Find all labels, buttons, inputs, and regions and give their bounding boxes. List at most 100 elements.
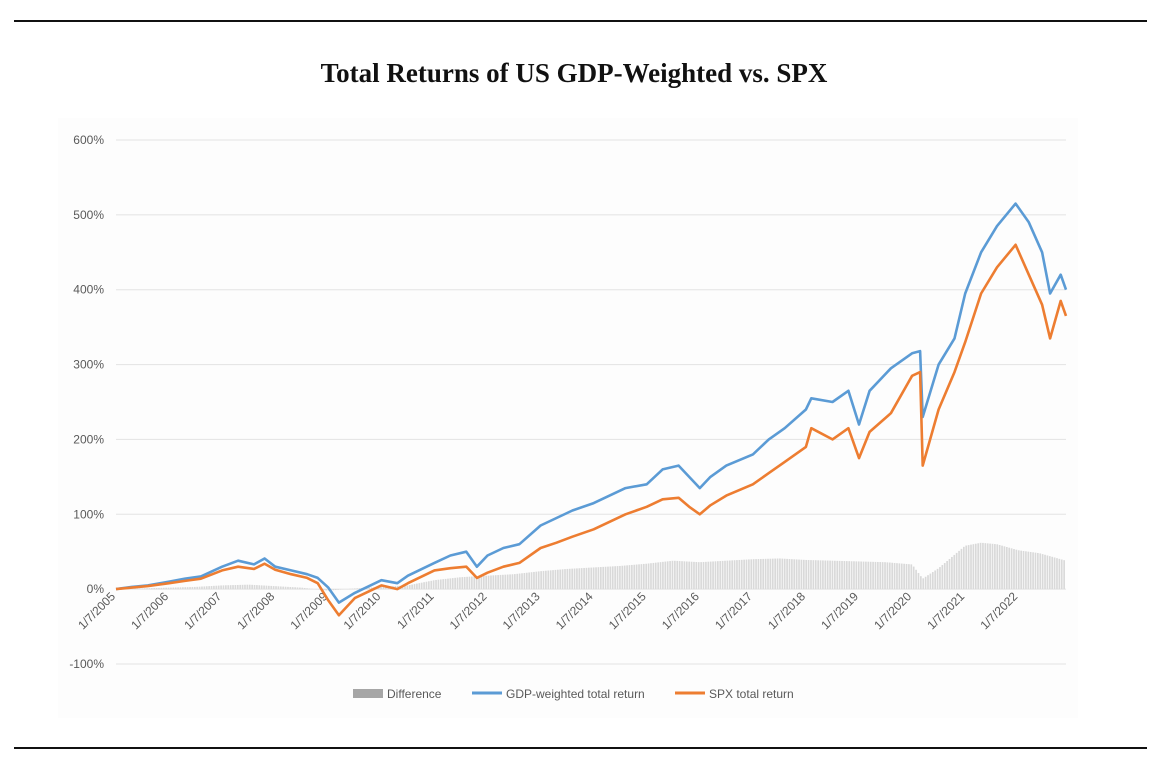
- difference-bar: [967, 545, 970, 590]
- x-tick-label: 1/7/2018: [765, 589, 808, 632]
- difference-bar: [946, 560, 948, 590]
- difference-bar: [745, 559, 748, 590]
- difference-bar: [263, 585, 265, 590]
- difference-bar: [568, 568, 571, 590]
- difference-bar: [674, 560, 676, 590]
- difference-bar: [408, 585, 411, 590]
- difference-bar: [805, 559, 808, 590]
- difference-bar: [994, 544, 996, 590]
- difference-bar: [547, 570, 550, 590]
- difference-bar: [886, 562, 889, 590]
- difference-bar: [626, 565, 628, 590]
- gdp-series-line: [115, 202, 1068, 604]
- difference-bar: [788, 559, 791, 590]
- difference-bar: [564, 569, 566, 590]
- difference-bar: [198, 586, 201, 590]
- difference-bar: [879, 562, 882, 590]
- difference-bar: [468, 576, 471, 590]
- difference-bar: [530, 572, 533, 590]
- difference-bar: [428, 581, 430, 590]
- y-tick-label: 200%: [73, 432, 104, 446]
- difference-bar: [461, 577, 464, 590]
- difference-bar: [996, 544, 999, 590]
- x-tick-label: 1/7/2017: [712, 589, 755, 632]
- difference-bar: [755, 559, 757, 590]
- difference-bar: [299, 587, 301, 590]
- difference-bar: [1015, 549, 1018, 590]
- difference-bar: [989, 543, 991, 590]
- difference-bar: [855, 561, 858, 590]
- difference-bar: [800, 559, 803, 590]
- difference-bar: [595, 567, 597, 590]
- difference-bar: [705, 561, 707, 590]
- difference-bar: [628, 565, 631, 590]
- difference-bar: [1029, 551, 1032, 590]
- difference-bar: [693, 561, 695, 590]
- difference-bar: [891, 562, 894, 590]
- difference-bar: [623, 565, 626, 590]
- difference-bar: [552, 570, 554, 590]
- difference-bar: [1041, 554, 1044, 590]
- x-tick-label: 1/7/2019: [818, 589, 861, 632]
- x-tick-label: 1/7/2015: [606, 589, 649, 632]
- difference-bar: [537, 571, 540, 590]
- difference-bar: [728, 560, 731, 590]
- difference-bar: [974, 543, 977, 590]
- difference-bar: [146, 588, 148, 590]
- difference-bar: [1037, 552, 1039, 590]
- difference-bar: [150, 588, 153, 590]
- difference-bar: [177, 587, 179, 590]
- difference-bar: [423, 582, 425, 590]
- difference-bar: [743, 559, 745, 590]
- difference-bar: [275, 586, 277, 590]
- difference-bar: [201, 586, 203, 590]
- difference-bar: [545, 570, 547, 590]
- difference-bar: [920, 576, 922, 590]
- difference-bar: [504, 574, 507, 590]
- difference-bar: [459, 577, 461, 590]
- difference-bar: [516, 573, 519, 590]
- difference-bar: [499, 574, 502, 590]
- difference-bar: [759, 558, 762, 590]
- difference-bar: [1063, 560, 1065, 590]
- difference-bar: [707, 561, 710, 590]
- difference-bar: [642, 563, 645, 590]
- difference-bar: [709, 561, 712, 590]
- difference-bar: [179, 587, 182, 590]
- difference-bar: [931, 572, 934, 590]
- difference-bar: [910, 564, 913, 590]
- difference-bar: [471, 576, 473, 590]
- difference-bar: [712, 561, 714, 590]
- difference-bar: [831, 560, 834, 590]
- difference-bar: [134, 588, 136, 590]
- difference-bar: [358, 588, 361, 590]
- difference-bar: [671, 560, 674, 590]
- x-tick-label: 1/7/2008: [234, 589, 277, 632]
- difference-bar: [244, 584, 246, 590]
- x-tick-label: 1/7/2022: [977, 589, 1020, 632]
- difference-bar: [1008, 547, 1011, 590]
- difference-bar: [982, 542, 984, 590]
- difference-bar: [509, 574, 511, 590]
- difference-bar: [186, 587, 189, 590]
- difference-bar: [279, 586, 282, 590]
- difference-bar: [1020, 550, 1022, 590]
- difference-bar: [217, 585, 220, 590]
- difference-bar: [611, 566, 614, 590]
- difference-bar: [631, 564, 633, 590]
- difference-bar: [382, 586, 385, 590]
- difference-bar: [771, 558, 774, 590]
- difference-bar: [353, 588, 356, 590]
- difference-bar: [203, 586, 206, 590]
- difference-bar: [416, 583, 418, 590]
- difference-bar: [322, 589, 325, 591]
- difference-bar: [621, 565, 624, 590]
- difference-bar: [814, 560, 817, 590]
- x-tick-label: 1/7/2021: [924, 589, 967, 632]
- difference-bar: [836, 560, 839, 590]
- difference-bar: [998, 544, 1001, 590]
- difference-bar: [853, 561, 855, 590]
- difference-bar: [774, 558, 776, 590]
- difference-bar: [406, 585, 409, 590]
- difference-bar: [148, 588, 151, 590]
